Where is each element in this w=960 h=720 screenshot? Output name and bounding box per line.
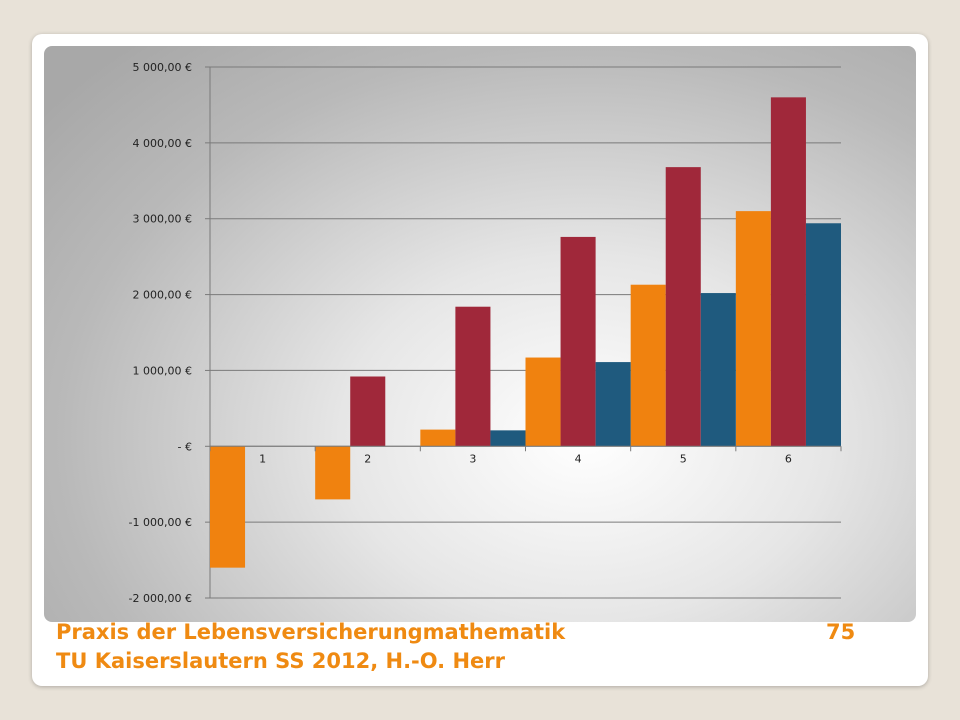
x-tick-label: 4 [575, 452, 582, 465]
y-tick-label: -2 000,00 € [129, 592, 192, 605]
bar-series2-cat3 [455, 306, 491, 447]
bar-series2-cat4 [560, 236, 596, 447]
y-tick-label: 3 000,00 € [133, 213, 192, 226]
bar-series1-cat6 [735, 211, 771, 447]
bar-series3-cat4 [595, 362, 631, 447]
bar-series1-cat3 [420, 429, 456, 447]
bar-series2-cat5 [665, 167, 701, 447]
y-tick-label: 4 000,00 € [133, 137, 192, 150]
bar-series3-cat3 [490, 430, 526, 447]
y-tick-label: - € [178, 440, 192, 453]
y-tick-label: 1 000,00 € [133, 364, 192, 377]
y-tick-label: 2 000,00 € [133, 289, 192, 302]
footer-university: TU Kaiserslautern SS 2012, H.-O. Herr [56, 649, 505, 673]
x-tick-label: 5 [680, 452, 687, 465]
bar-series3-cat5 [700, 293, 736, 447]
bar-series2-cat6 [770, 97, 806, 447]
bar-series2-cat2 [350, 376, 386, 447]
bar-series1-cat4 [525, 357, 561, 447]
x-tick-label: 3 [469, 452, 476, 465]
bar-series1-cat5 [630, 284, 666, 447]
y-tick-label: 5 000,00 € [133, 61, 192, 74]
bar-series1-cat2 [315, 446, 351, 500]
bar-series1-cat1 [210, 446, 246, 568]
footer-course-title: Praxis der Lebensversicherungmathematik [56, 620, 566, 644]
bar-series3-cat6 [805, 223, 841, 447]
chart-panel: 5 000,00 € 4 000,00 € 3 000,00 € 2 000,00 €… [44, 46, 916, 622]
y-tick-label: -1 000,00 € [129, 516, 192, 529]
x-tick-label: 1 [259, 452, 266, 465]
bar-chart: 5 000,00 € 4 000,00 € 3 000,00 € 2 000,00 €… [129, 61, 842, 605]
page-number: 75 [826, 620, 856, 644]
x-tick-label: 6 [785, 452, 792, 465]
x-tick-label: 2 [364, 452, 371, 465]
